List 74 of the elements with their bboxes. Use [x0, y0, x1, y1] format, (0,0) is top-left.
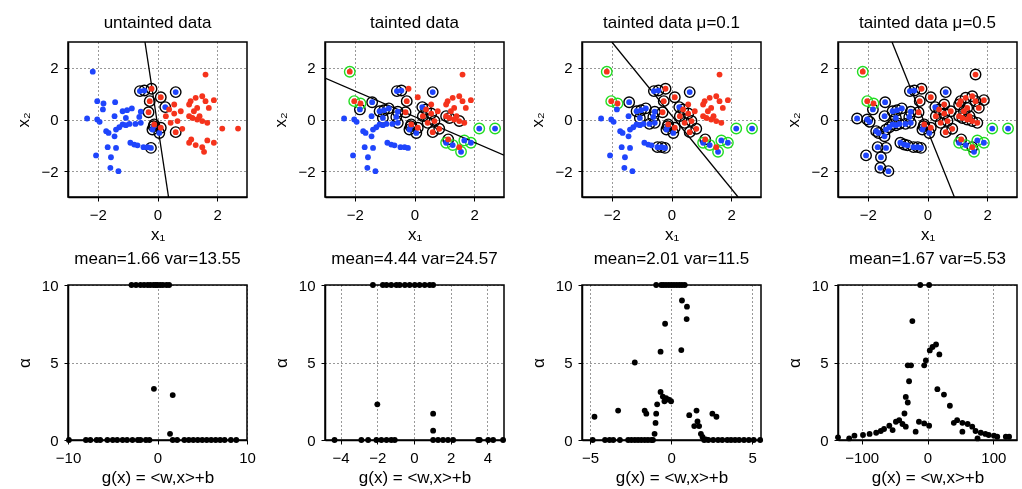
- y-tick-label: 5: [50, 354, 59, 371]
- y-tick-label: 5: [564, 354, 573, 371]
- x-axis-title: x₁: [407, 224, 423, 244]
- y-tick-label: 0: [820, 431, 829, 449]
- chart-title: untainted data: [103, 13, 212, 32]
- chart-title: tainted data: [370, 13, 460, 32]
- chart-title: mean=1.67 var=5.53: [849, 249, 1006, 268]
- y-tick-label: 10: [41, 276, 59, 294]
- x-axis-title: g(x) = <w,x>+b: [615, 467, 729, 487]
- x-tick-label: 4: [483, 448, 493, 466]
- y-tick-label: 0: [50, 431, 59, 449]
- x-tick-label: 2: [470, 205, 479, 223]
- x-axis-title: x₁: [150, 224, 166, 244]
- y-tick-label: 0: [50, 111, 59, 128]
- y-tick-label: 5: [820, 354, 829, 371]
- x-tick-label: 0: [153, 448, 163, 466]
- x-tick-label: −2: [859, 205, 877, 223]
- x-axis-title: g(x) = <w,x>+b: [358, 467, 472, 487]
- x-tick-label: 5: [748, 448, 757, 466]
- x-tick-label: 0: [667, 448, 676, 466]
- x-tick-label: −2: [369, 448, 387, 466]
- x-tick-label: −2: [603, 205, 621, 223]
- x-axis-title: g(x) = <w,x>+b: [101, 467, 215, 487]
- y-axis-title: x₂: [271, 112, 291, 128]
- x-tick-label: 0: [667, 205, 677, 223]
- y-axis-title: x₂: [528, 112, 548, 128]
- y-tick-label: −2: [41, 162, 59, 180]
- x-axis-title: x₁: [664, 224, 680, 244]
- x-tick-label: 0: [923, 448, 933, 466]
- chart-title: mean=1.66 var=13.55: [74, 249, 241, 268]
- x-tick-label: 2: [213, 205, 222, 223]
- x-tick-label: 0: [410, 205, 420, 223]
- x-tick-label: 0: [923, 205, 933, 223]
- y-tick-label: 0: [307, 431, 316, 449]
- x-tick-label: −4: [332, 448, 350, 466]
- y-tick-label: 2: [820, 59, 829, 77]
- x-tick-label: −2: [89, 205, 107, 223]
- y-tick-label: −2: [811, 162, 829, 180]
- y-axis-title: α: [14, 357, 34, 368]
- y-tick-label: 0: [820, 111, 829, 128]
- x-tick-label: −10: [55, 448, 82, 466]
- chart-title: tainted data μ=0.1: [603, 13, 740, 32]
- y-axis-title: x₂: [14, 112, 34, 128]
- y-tick-label: 10: [811, 276, 829, 294]
- y-axis-title: α: [528, 357, 548, 368]
- chart-title: mean=4.44 var=24.57: [331, 249, 498, 268]
- y-tick-label: 0: [564, 431, 573, 449]
- y-tick-label: 10: [298, 276, 316, 294]
- y-tick-label: 2: [307, 59, 316, 77]
- x-tick-label: 0: [410, 448, 419, 466]
- x-axis-title: g(x) = <w,x>+b: [871, 467, 985, 487]
- chart-title: mean=2.01 var=11.5: [593, 249, 750, 268]
- chart-title: tainted data μ=0.5: [859, 13, 996, 32]
- y-tick-label: 10: [555, 276, 573, 294]
- y-tick-label: 2: [50, 59, 59, 77]
- y-tick-label: −2: [555, 162, 573, 180]
- x-axis-title: x₁: [920, 224, 936, 244]
- y-axis-title: α: [271, 357, 291, 368]
- y-tick-label: 5: [307, 354, 316, 371]
- y-tick-label: −2: [298, 162, 316, 180]
- x-tick-label: −2: [346, 205, 364, 223]
- x-tick-label: 2: [447, 448, 456, 466]
- y-axis-title: α: [784, 357, 804, 368]
- y-tick-label: 2: [564, 59, 573, 77]
- x-tick-label: −100: [845, 448, 880, 466]
- x-tick-label: 0: [153, 205, 163, 223]
- x-tick-label: 2: [727, 205, 736, 223]
- x-tick-label: 2: [983, 205, 992, 223]
- x-tick-label: 100: [981, 448, 1007, 466]
- y-axis-title: x₂: [784, 112, 804, 128]
- x-tick-label: −5: [582, 448, 600, 466]
- y-tick-label: 0: [307, 111, 316, 128]
- x-tick-label: 10: [239, 448, 256, 466]
- y-tick-label: 0: [564, 111, 573, 128]
